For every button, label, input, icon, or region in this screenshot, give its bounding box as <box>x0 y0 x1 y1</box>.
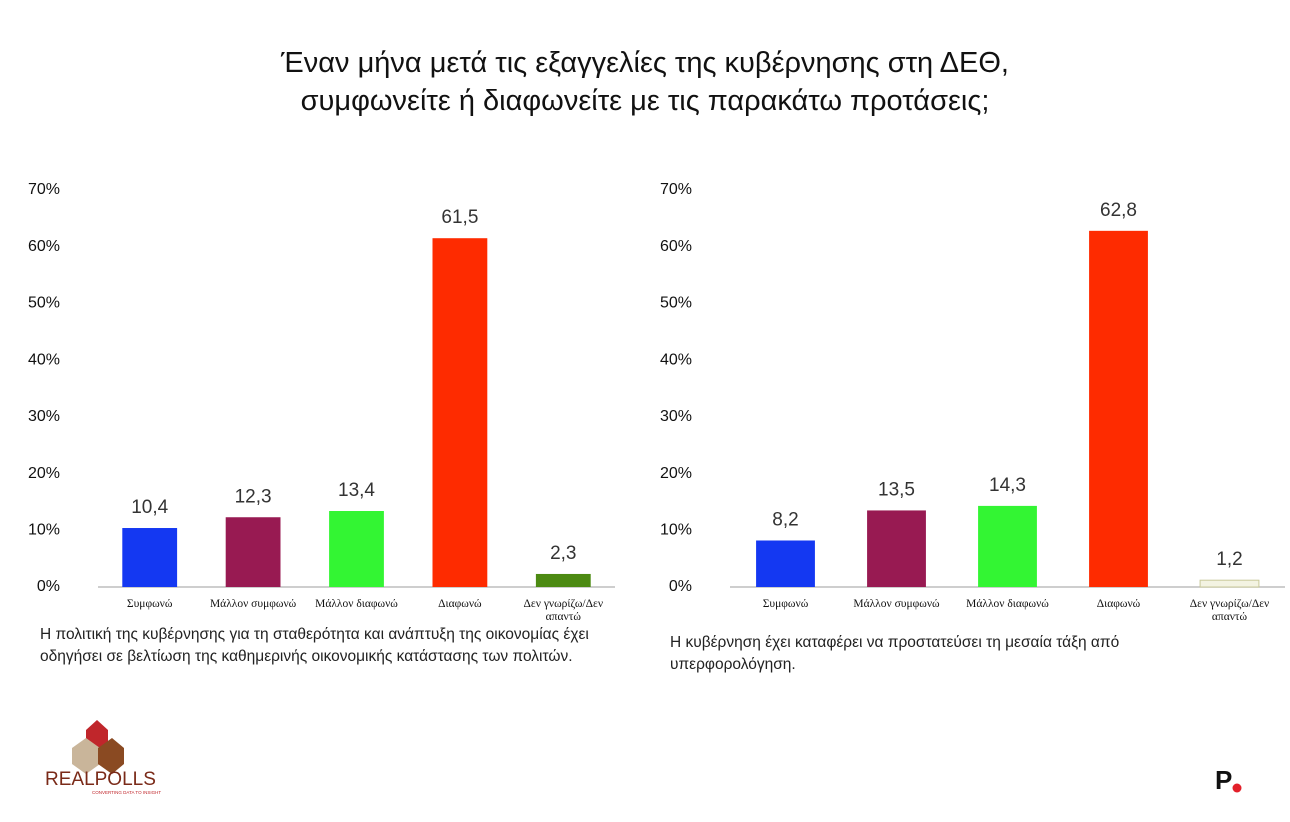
value-label: 13,5 <box>878 479 915 500</box>
bar <box>756 540 815 587</box>
publisher-logo: P <box>1215 765 1232 795</box>
x-tick-label: Δεν γνωρίζω/Δεν απαντώ <box>523 598 604 623</box>
bar <box>535 573 591 587</box>
x-tick-label: Συμφωνώ <box>762 598 809 610</box>
value-label: 61,5 <box>441 207 478 228</box>
value-label: 13,4 <box>338 480 375 501</box>
value-label: 12,3 <box>235 486 272 507</box>
caption: Η πολιτική της κυβέρνησης για τη σταθερό… <box>40 626 589 665</box>
bar <box>1199 579 1260 588</box>
x-tick-label: Μάλλον διαφωνώ <box>966 598 1049 610</box>
bar <box>225 517 281 587</box>
tagline: CONVERTING DATA TO INSIGHT <box>92 790 161 795</box>
value-label: 14,3 <box>989 475 1026 496</box>
x-tick-label: Μάλλον συμφωνώ <box>853 598 940 610</box>
x-tick-label: Διαφωνώ <box>438 598 482 610</box>
y-tick-label: 50% <box>660 295 692 312</box>
y-tick-label: 40% <box>28 351 60 368</box>
y-tick-label: 40% <box>660 351 692 368</box>
value-label: 2,3 <box>550 543 576 564</box>
y-tick-label: 70% <box>28 181 60 198</box>
y-tick-label: 30% <box>660 408 692 425</box>
value-label: 10,4 <box>131 497 168 518</box>
y-tick-label: 70% <box>660 181 692 198</box>
publisher-logo-dot <box>1232 783 1242 793</box>
y-tick-label: 60% <box>28 238 60 255</box>
y-tick-label: 10% <box>660 522 692 539</box>
x-tick-label: Διαφωνώ <box>1096 598 1141 610</box>
bar <box>329 511 384 587</box>
bar <box>867 510 926 587</box>
y-tick-label: 0% <box>37 578 60 595</box>
x-tick-label: Δεν γνωρίζω/Δεν απαντώ <box>1189 598 1270 623</box>
bar <box>1089 230 1148 587</box>
realpolls-logo-mark <box>72 720 124 774</box>
y-tick-label: 10% <box>28 522 60 539</box>
y-tick-label: 20% <box>660 465 692 482</box>
bar <box>432 238 488 587</box>
y-tick-label: 20% <box>28 465 60 482</box>
title: Έναν μήνα μετά τις εξαγγελίες της κυβέρν… <box>281 47 1009 117</box>
y-tick-label: 60% <box>660 238 692 255</box>
x-tick-label: Μάλλον συμφωνώ <box>209 598 297 610</box>
brand: REALPOLLS <box>45 769 156 790</box>
x-tick-label: Συμφωνώ <box>126 598 173 610</box>
caption: Η κυβέρνηση έχει καταφέρει να προστατεύσ… <box>670 634 1120 673</box>
bar <box>978 505 1037 587</box>
y-tick-label: 0% <box>669 578 692 595</box>
value-label: 62,8 <box>1100 200 1137 221</box>
y-tick-label: 50% <box>28 295 60 312</box>
bar <box>122 528 178 587</box>
value-label: 1,2 <box>1216 549 1242 570</box>
y-tick-label: 30% <box>28 408 60 425</box>
value-label: 8,2 <box>772 510 798 531</box>
x-tick-label: Μάλλον διαφωνώ <box>315 598 398 610</box>
